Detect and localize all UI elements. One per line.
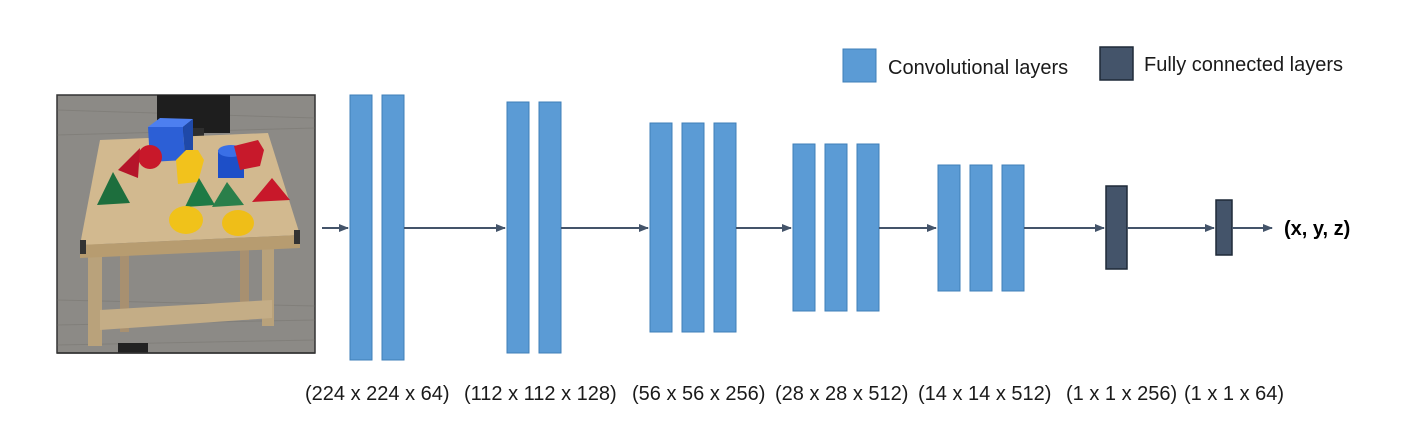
input-image <box>56 94 316 354</box>
conv-layer-4-3 <box>856 143 880 312</box>
conv-layer-4-1 <box>792 143 816 312</box>
stage-dims-label-3: (56 x 56 x 256) <box>632 383 765 405</box>
stage-dims-label-7: (1 x 1 x 64) <box>1184 383 1284 405</box>
conv-layer-1-2 <box>381 94 405 361</box>
fc-legend-swatch <box>1099 46 1134 81</box>
stage-dims-label-5: (14 x 14 x 512) <box>918 383 1051 405</box>
conv-layer-2-2 <box>538 101 562 354</box>
stage-dims-label-2: (112 x 112 x 128) <box>464 383 617 405</box>
conv-layer-5-2 <box>969 164 993 292</box>
output-label: (x, y, z) <box>1284 218 1350 240</box>
conv-layer-2-1 <box>506 101 530 354</box>
conv-layer-5-1 <box>937 164 961 292</box>
fc-layer-6-1 <box>1105 185 1128 270</box>
stage-dims-label-6: (1 x 1 x 256) <box>1066 383 1177 405</box>
fc-legend-label: Fully connected layers <box>1144 54 1343 76</box>
conv-layer-4-2 <box>824 143 848 312</box>
fc-layer-7-1 <box>1215 199 1233 256</box>
stage-dims-label-4: (28 x 28 x 512) <box>775 383 908 405</box>
network-layers: (224 x 224 x 64) (112 x 112 x 128) (56 x 5… <box>305 94 1284 405</box>
conv-layer-3-1 <box>649 122 673 333</box>
conv-legend-label: Convolutional layers <box>888 57 1068 79</box>
conv-layer-5-3 <box>1001 164 1025 292</box>
stage-dims-label-1: (224 x 224 x 64) <box>305 383 450 405</box>
conv-legend-swatch <box>842 48 877 83</box>
legend: Convolutional layers Fully connected lay… <box>842 46 1343 83</box>
conv-layer-3-2 <box>681 122 705 333</box>
conv-layer-1-1 <box>349 94 373 361</box>
conv-layer-3-3 <box>713 122 737 333</box>
